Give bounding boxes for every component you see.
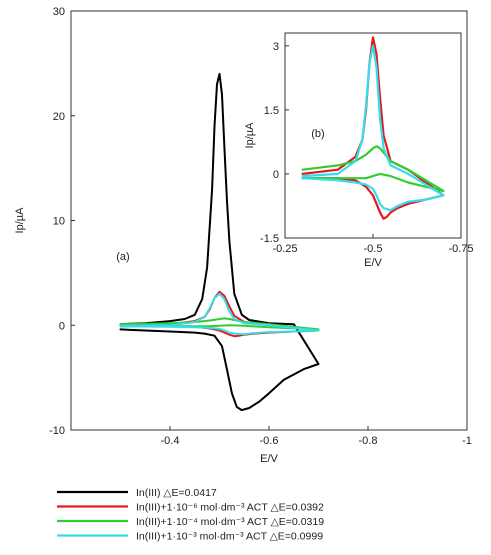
panel-label: (b) [311, 128, 324, 140]
x-axis-label: E/V [260, 453, 278, 465]
y-axis-label: Ip/µA [14, 207, 26, 234]
x-tick-label: -0.4 [161, 435, 180, 447]
legend-label: In(III)+1·10⁻⁴ mol·dm⁻³ ACT △E=0.0319 [136, 516, 324, 528]
legend-label: In(III)+1·10⁻⁶ mol·dm⁻³ ACT △E=0.0392 [136, 502, 324, 514]
series-line [121, 294, 319, 334]
x-tick-label: -0.8 [359, 435, 378, 447]
y-tick-label: 3 [273, 41, 279, 53]
y-tick-label: 30 [53, 6, 65, 18]
y-tick-label: 20 [53, 111, 65, 123]
legend-label: In(III) △E=0.0417 [136, 487, 217, 499]
legend-label: In(III)+1·10⁻³ mol·dm⁻³ ACT △E=0.0999 [136, 531, 323, 543]
y-tick-label: 0 [273, 169, 279, 181]
x-tick-label: -0.75 [448, 243, 473, 255]
x-tick-label: -1 [462, 435, 472, 447]
y-axis-label: Ip/µA [244, 122, 256, 149]
x-axis-label: E/V [364, 257, 382, 269]
y-tick-label: -1.5 [260, 233, 279, 245]
y-tick-label: -10 [49, 425, 65, 437]
y-tick-label: 0 [59, 320, 65, 332]
x-tick-label: -0.5 [364, 243, 383, 255]
y-tick-label: 1.5 [264, 105, 279, 117]
inset-chart-panel: -0.25 -0.5 -0.75-1.501.53E/VIp/µA (b) [244, 33, 474, 269]
y-tick-label: 10 [53, 216, 65, 228]
panel-label: (a) [116, 251, 129, 263]
legend: In(III) △E=0.0417 In(III)+1·10⁻⁶ mol·dm⁻³… [57, 487, 324, 543]
x-tick-label: -0.6 [260, 435, 279, 447]
